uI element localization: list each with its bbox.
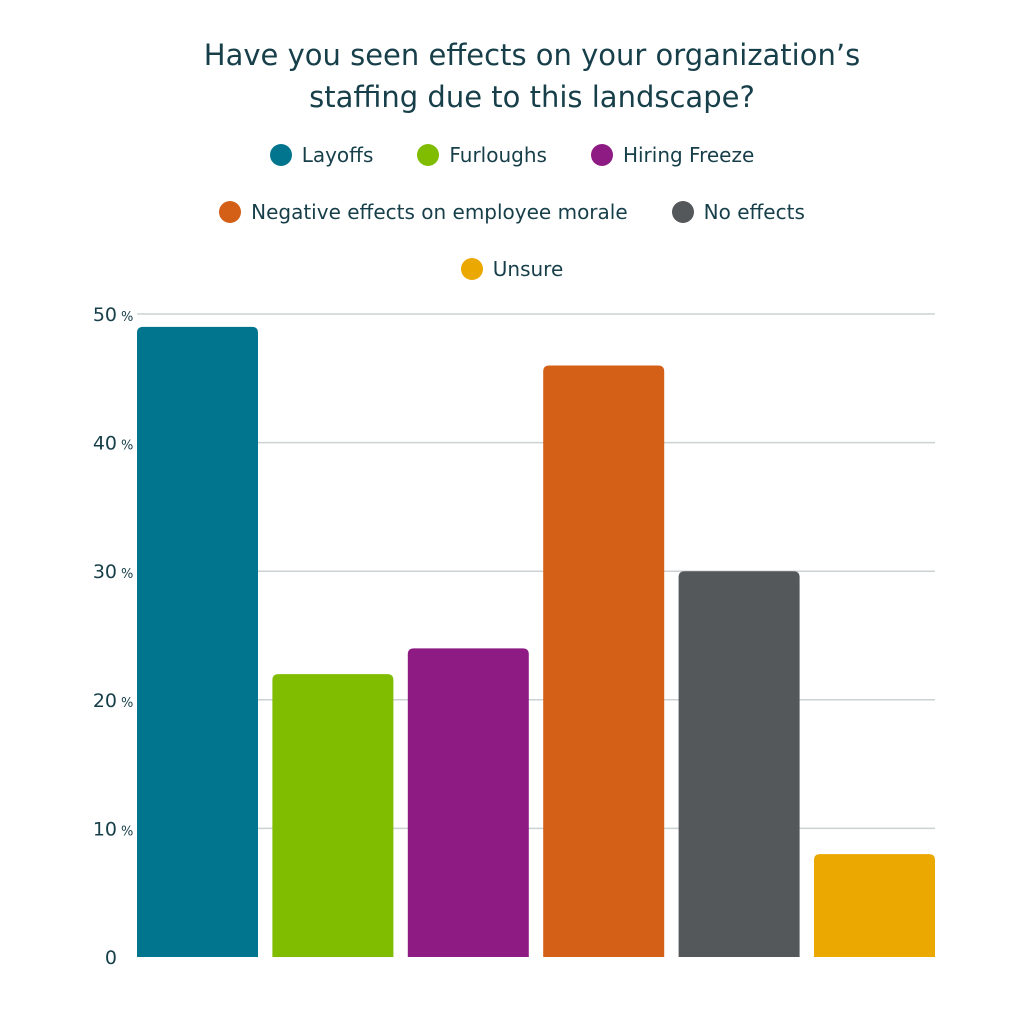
legend-item-negative-morale[interactable]: Negative effects on employee morale	[219, 200, 628, 224]
y-tick-label-0: 0	[105, 947, 117, 969]
legend-label-hiring-freeze: Hiring Freeze	[622, 143, 755, 167]
bar-layoffs[interactable]	[137, 326, 258, 957]
y-tick-label-30: 30	[93, 561, 117, 583]
legend-swatch-layoffs	[269, 144, 292, 166]
legend-swatch-furloughs	[417, 144, 440, 166]
legend-row-3: Unsure	[0, 257, 1024, 281]
legend-label-no-effects: No effects	[703, 200, 805, 224]
bar-no-effects[interactable]	[678, 571, 800, 957]
legend-row-2: Negative effects on employee morale No e…	[0, 200, 1024, 224]
y-tick-label-50: 50	[93, 304, 117, 326]
chart-title-line-1: Have you seen effects on your organizati…	[203, 38, 861, 72]
y-tick-suffix-10: %	[121, 824, 133, 839]
bars	[137, 326, 935, 957]
legend-item-furloughs[interactable]: Furloughs	[417, 143, 547, 167]
y-tick-suffix-50: %	[121, 310, 133, 325]
y-tick-label-20: 20	[93, 690, 117, 712]
legend-swatch-no-effects	[671, 201, 694, 223]
legend-item-no-effects[interactable]: No effects	[671, 200, 805, 224]
y-axis: 0 10 % 20 % 30 % 40 % 50%	[93, 304, 134, 969]
legend-swatch-hiring-freeze	[590, 144, 613, 166]
legend-label-layoffs: Layoffs	[301, 143, 374, 167]
gridlines	[137, 313, 935, 830]
legend-swatch-negative-morale	[219, 201, 242, 223]
y-tick-suffix-20: %	[121, 696, 133, 711]
y-tick-suffix-30: %	[121, 567, 133, 582]
y-tick-label-10: 10	[93, 818, 117, 840]
chart-title-line-2: staffing due to this landscape?	[309, 80, 755, 114]
legend-swatch-unsure	[460, 258, 483, 280]
bar-unsure[interactable]	[814, 854, 935, 957]
legend-item-unsure[interactable]: Unsure	[460, 257, 564, 281]
y-tick-suffix-40: %	[121, 439, 133, 454]
legend-label-negative-morale: Negative effects on employee morale	[251, 200, 628, 224]
bar-furloughs[interactable]	[272, 674, 394, 957]
legend-label-unsure: Unsure	[492, 257, 564, 281]
legend-label-furloughs: Furloughs	[449, 143, 547, 167]
legend-row-1: Layoffs Furloughs Hiring Freeze	[0, 143, 1024, 167]
legend-item-layoffs[interactable]: Layoffs	[269, 143, 374, 167]
bar-hiring-freeze[interactable]	[407, 648, 529, 957]
bar-negative-effects-on-employee-morale[interactable]	[543, 365, 665, 957]
y-tick-label-40: 40	[93, 433, 117, 455]
chart-title: Have you seen effects on your organizati…	[0, 34, 1024, 118]
legend-item-hiring-freeze[interactable]: Hiring Freeze	[590, 143, 755, 167]
